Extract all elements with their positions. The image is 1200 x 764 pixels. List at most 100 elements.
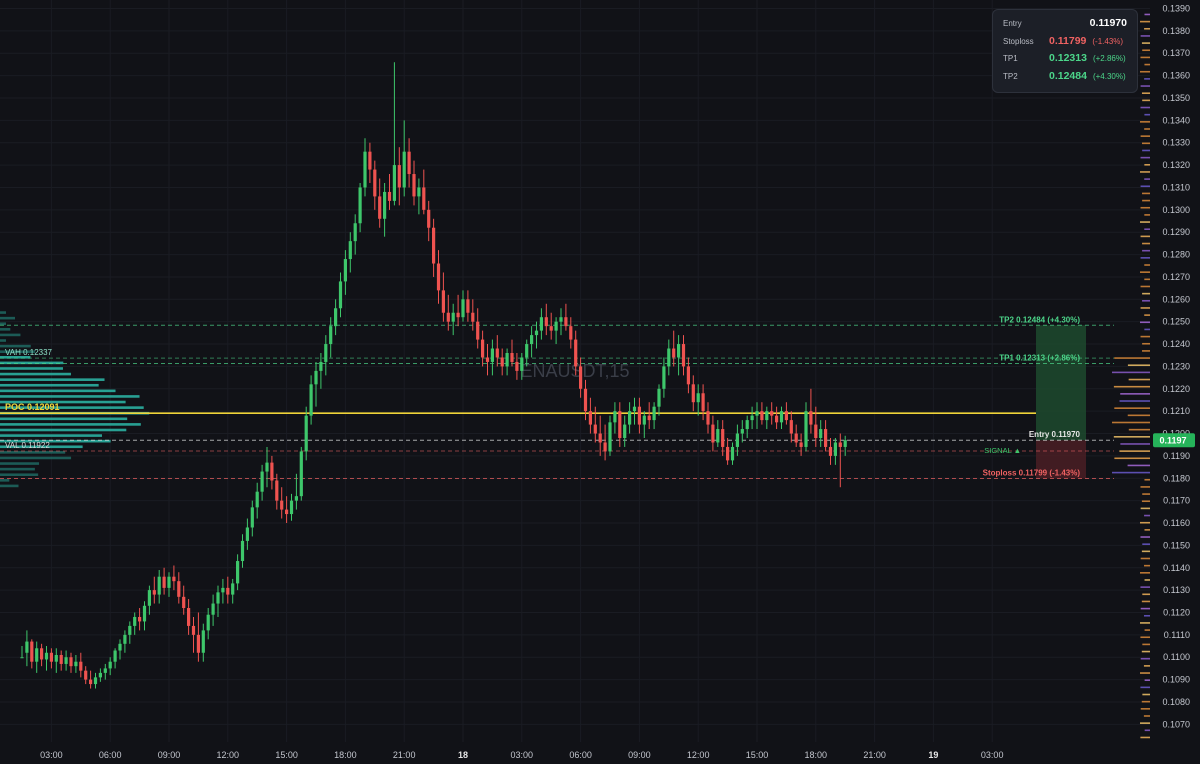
candle-body [353, 223, 357, 242]
candle [843, 435, 847, 456]
candle-body [236, 561, 240, 584]
candle [735, 424, 739, 456]
stoploss-zone [1036, 440, 1086, 479]
info-tp1-value: 0.12313 [1049, 52, 1087, 64]
candle-body [373, 169, 377, 197]
candle-body [387, 191, 392, 201]
right-profile-bar [1127, 364, 1150, 367]
candle-body [530, 335, 534, 345]
candle-body [706, 411, 710, 425]
candle-body [74, 661, 78, 667]
candle-body [182, 596, 186, 609]
candle [760, 402, 764, 425]
candle [515, 352, 519, 380]
candle [314, 361, 318, 407]
candle [304, 406, 308, 461]
profile-bar [0, 355, 31, 359]
candle [775, 406, 779, 430]
candle [520, 352, 524, 380]
candle [427, 200, 431, 242]
candle [123, 630, 127, 653]
candle [329, 317, 333, 358]
candle [838, 433, 842, 488]
candle [755, 402, 759, 430]
right-profile-bar [1141, 600, 1150, 603]
candle-body [417, 187, 421, 197]
profile-bar [0, 400, 126, 404]
price-tick-label: 0.1270 [1162, 272, 1190, 282]
candle-body [177, 581, 181, 597]
price-tick-label: 0.1180 [1163, 473, 1190, 483]
candle [642, 411, 646, 439]
candle-body [451, 312, 455, 322]
candle-body [147, 590, 151, 606]
candle [49, 648, 53, 669]
candle-body [118, 643, 122, 651]
candle-body [809, 411, 813, 425]
price-axis[interactable]: 0.1070 0.1080 0.1090 0.1100 0.1110 0.1120 0.11… [1152, 0, 1200, 764]
candle-body [500, 357, 504, 367]
candle-body [716, 429, 720, 443]
right-profile-bar [1114, 407, 1150, 409]
candle-body [677, 344, 681, 358]
price-tick-label: 0.1330 [1162, 138, 1190, 148]
info-stoploss-pct: (-1.43%) [1092, 36, 1124, 46]
candle [824, 420, 828, 452]
right-profile-bar [1144, 214, 1150, 216]
candle [152, 576, 156, 604]
candle [765, 406, 769, 430]
candle-body [108, 661, 112, 669]
info-entry-label: Entry [1003, 19, 1022, 28]
candle-body [30, 641, 34, 662]
candle-body [461, 299, 465, 318]
candle-body [770, 411, 774, 416]
candle-body [794, 433, 798, 443]
candle-body [334, 308, 338, 327]
right-profile-bar [1120, 393, 1150, 395]
candle [476, 308, 480, 349]
right-profile-bar [1144, 113, 1150, 116]
price-tick-label: 0.1160 [1163, 518, 1190, 528]
price-tick-label: 0.1070 [1162, 719, 1190, 729]
time-tick-label: 09:00 [628, 750, 651, 760]
candle [113, 648, 117, 669]
time-axis[interactable]: 03:00 06:00 09:00 12:00 15:00 18:00 21:00 18 03:… [40, 750, 1003, 760]
profile-bar [0, 350, 36, 353]
right-profile-bar [1144, 629, 1150, 631]
symbol-watermark: ENAUSDT,15 [520, 361, 629, 381]
time-tick-label: 09:00 [158, 750, 181, 760]
candle-body [59, 654, 63, 664]
time-tick-label: 18:00 [334, 750, 357, 760]
candle-body [93, 677, 98, 685]
candle-body [138, 616, 142, 622]
candle [696, 384, 700, 416]
candle [750, 406, 754, 430]
right-profile-bar [1120, 443, 1150, 445]
time-tick-label: 03:00 [40, 750, 63, 760]
candle-body [828, 446, 833, 456]
candle-body [142, 605, 147, 622]
candle-body [172, 576, 176, 582]
candle-body [407, 151, 411, 175]
candle [89, 670, 93, 689]
candle [804, 402, 808, 452]
candle-body [696, 393, 700, 403]
candle [378, 178, 382, 228]
profile-bar [0, 445, 83, 449]
trade-label-tp2: TP2 0.12484 (+4.30%) [999, 315, 1080, 324]
right-profile-bar [1140, 722, 1150, 724]
candle [231, 578, 235, 604]
candle-body [427, 209, 431, 228]
candle [142, 601, 147, 631]
right-profile-bar [1142, 593, 1150, 596]
candle [25, 630, 29, 667]
candle [30, 639, 34, 669]
candle-body [368, 151, 372, 170]
profile-bar [0, 417, 128, 421]
candle [510, 339, 514, 367]
candle-body [814, 424, 818, 439]
candle-body [721, 429, 725, 447]
right-profile-bar [1140, 335, 1150, 338]
right-profile-bar [1142, 299, 1150, 302]
